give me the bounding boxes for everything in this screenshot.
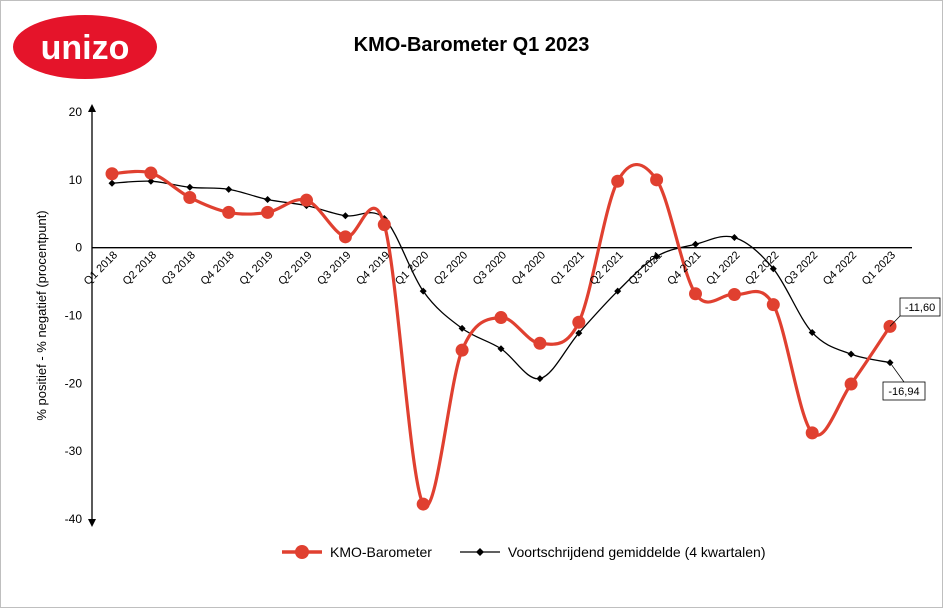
kmo-barometer-point (416, 497, 430, 511)
kmo-barometer-point (183, 190, 197, 204)
logo-ellipse (13, 15, 157, 79)
x-tick-label: Q1 2022 (704, 249, 742, 287)
callout-leader (889, 362, 905, 383)
x-tick-label: Q4 2020 (510, 249, 548, 287)
kmo-barometer-point (261, 205, 275, 219)
chart-title: KMO-Barometer Q1 2023 (353, 34, 590, 56)
y-tick-label: 0 (75, 241, 82, 255)
legend-item-kmo-barometer: KMO-Barometer (280, 542, 432, 562)
legend-label-kmo-barometer: KMO-Barometer (330, 544, 432, 560)
moving-average-point (808, 328, 816, 336)
axes: 20 10 0 -10 -20 -30 -40 % positief - % negatief… (34, 104, 912, 527)
kmo-barometer-point (844, 377, 858, 391)
x-tick-label: Q4 2019 (354, 249, 392, 287)
labels-layer: Q1 2018 Q2 2018 Q3 2018 Q4 2018 Q1 2019 Q2 20… (82, 249, 941, 401)
kmo-barometer-point (805, 426, 819, 440)
kmo-barometer-point (494, 311, 508, 325)
legend-marker-kmo-barometer (282, 545, 322, 559)
y-tick-label: -20 (65, 376, 83, 390)
x-tick-label: Q3 2022 (782, 249, 820, 287)
x-tick-label: Q1 2019 (237, 249, 275, 287)
kmo-barometer-point (222, 205, 236, 219)
moving-average-point (147, 177, 155, 185)
y-axis-arrow-bottom (88, 519, 96, 527)
moving-average-point (341, 212, 349, 220)
x-tick-label: Q3 2020 (471, 249, 509, 287)
x-tick-label: Q1 2021 (549, 249, 587, 287)
moving-average-point (653, 252, 661, 260)
y-tick-label: -30 (65, 444, 83, 458)
x-tick-label: Q2 2019 (276, 249, 314, 287)
x-tick-label: Q3 2019 (315, 249, 353, 287)
kmo-barometer-point (300, 193, 313, 207)
moving-average-point (692, 240, 699, 248)
callout-leader (889, 315, 901, 327)
legend-label-moving-average: Voortschrijdend gemiddelde (4 kwartalen) (507, 544, 766, 560)
moving-average-point (458, 324, 466, 332)
unizo-logo: unizo (13, 15, 157, 79)
y-axis-title: % positief - % negatief (procentpunt) (34, 210, 49, 420)
kmo-barometer-point (533, 336, 547, 350)
moving-average-point (614, 287, 622, 295)
x-tick-label: Q2 2020 (432, 249, 470, 287)
moving-average-point (225, 185, 233, 193)
logo-text: unizo (41, 29, 130, 67)
kmo-barometer-point (611, 174, 625, 188)
kmo-barometer-point (377, 218, 391, 232)
x-tick-label: Q4 2021 (665, 249, 703, 287)
moving-average-point (575, 329, 583, 337)
moving-average-point (769, 265, 777, 273)
moving-average-point (264, 196, 272, 204)
kmo-barometer-point (572, 315, 586, 329)
x-tick-label: Q1 2018 (82, 249, 120, 287)
x-tick-label: Q1 2020 (393, 249, 431, 287)
x-tick-label: Q1 2023 (860, 249, 898, 287)
x-tick-label: Q2 2018 (121, 249, 159, 287)
moving-average-point (419, 287, 427, 295)
y-tick-label: -40 (65, 512, 83, 526)
callout-box (899, 297, 941, 317)
y-tick-label: 10 (69, 173, 83, 187)
x-tick-label: Q4 2022 (821, 249, 859, 287)
legend-item-moving-average: Voortschrijdend gemiddelde (4 kwartalen) (458, 542, 766, 562)
callout-box (882, 381, 926, 401)
kmo-barometer-point (650, 173, 664, 187)
legend-marker-moving-average (459, 548, 500, 556)
x-tick-label: Q3 2021 (626, 249, 664, 287)
moving-average-point (497, 345, 505, 353)
callout-label: -11,60 (905, 302, 935, 314)
y-axis-arrow-top (88, 104, 96, 112)
moving-average-point (108, 179, 116, 187)
moving-average-point (847, 350, 855, 358)
y-tick-label: 20 (69, 105, 83, 119)
kmo-barometer-point (338, 230, 352, 244)
callout-label: -16,94 (888, 386, 919, 398)
kmo-barometer-point (727, 287, 741, 301)
series-layer (105, 162, 897, 511)
kmo-barometer-point (105, 167, 119, 181)
kmo-barometer-point (766, 298, 780, 312)
x-tick-label: Q4 2018 (198, 249, 236, 287)
moving-average-point (536, 375, 544, 383)
y-tick-label: -10 (65, 309, 83, 323)
kmo-barometer-point (455, 343, 469, 357)
moving-average-point (730, 233, 738, 241)
moving-average-point (186, 183, 194, 191)
legend: KMO-Barometer Voortschrijdend gemiddelde… (280, 540, 792, 564)
kmo-barometer-point (144, 166, 158, 180)
x-tick-label: Q3 2018 (160, 249, 198, 287)
kmo-barometer-point (689, 287, 702, 301)
